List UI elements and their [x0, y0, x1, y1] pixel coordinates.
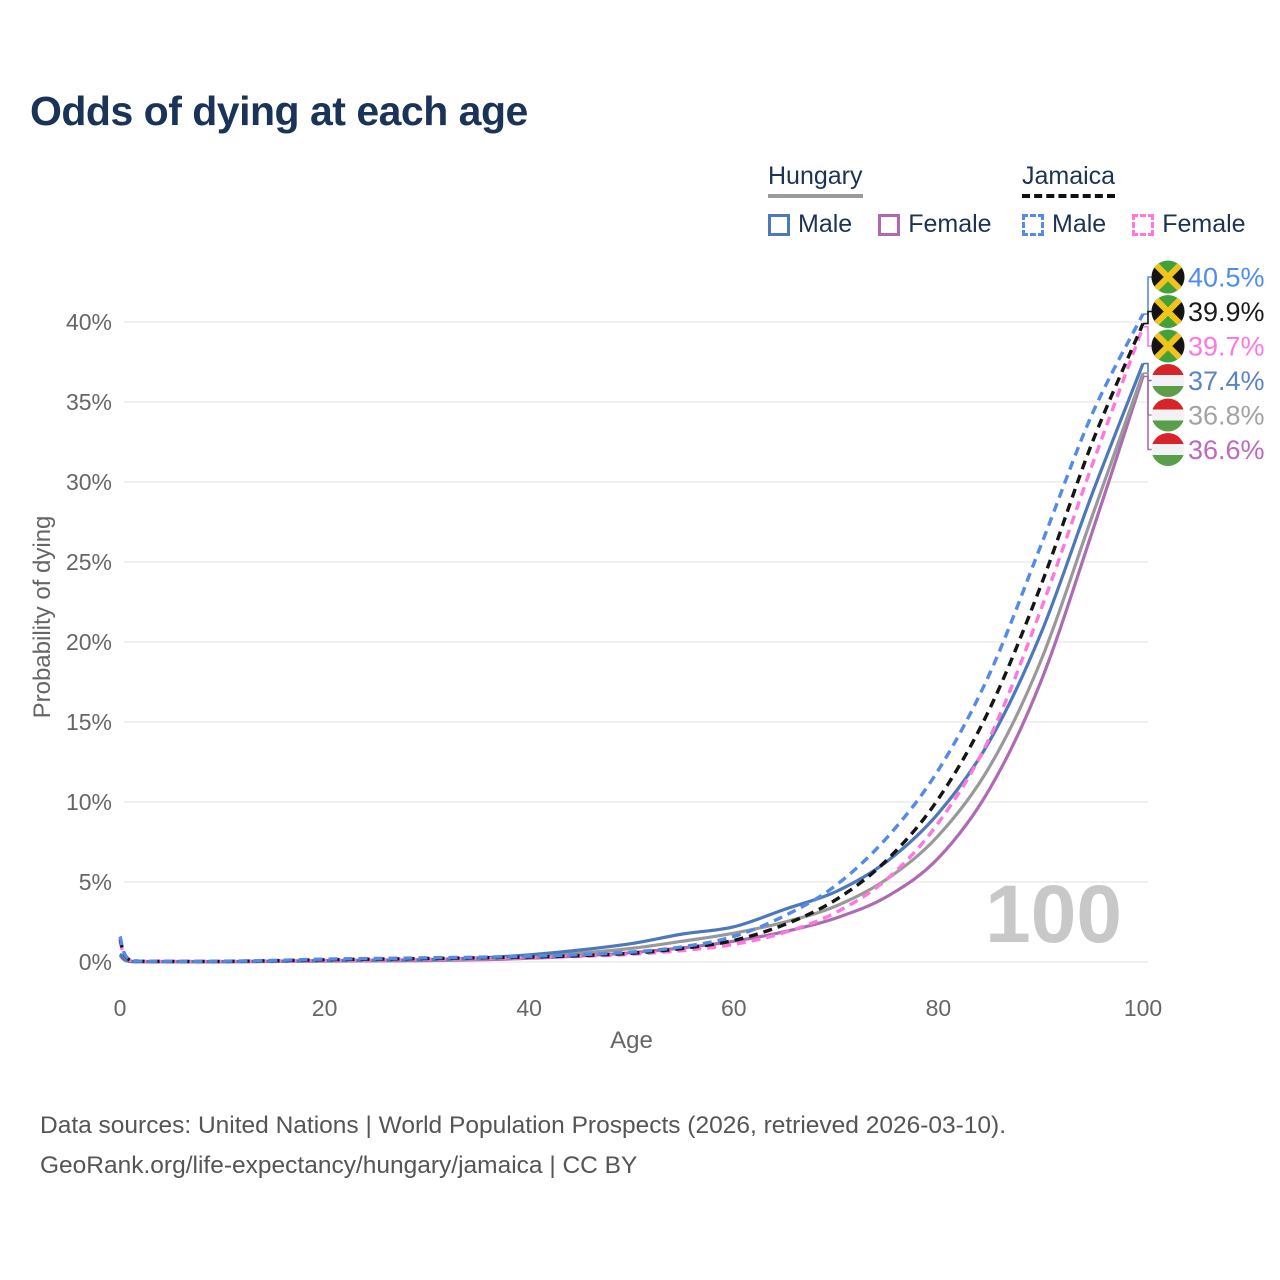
jamaica-flag-icon: [1151, 260, 1185, 294]
jamaica-flag-icon: [1151, 295, 1185, 328]
x-tick-label: 20: [312, 995, 338, 1021]
x-tick-label: 100: [1124, 995, 1162, 1021]
jamaica-male-swatch-icon: [1022, 213, 1044, 236]
legend-item-jamaica-male[interactable]: Male: [1022, 210, 1106, 239]
leader-line: [1143, 362, 1152, 382]
leader-line: [1143, 375, 1152, 451]
end-value-label-jamaica-male: 40.5%: [1188, 263, 1265, 293]
legend-group-hungary: Hungary Male Female: [768, 162, 992, 239]
hungary-flag-icon: [1151, 364, 1185, 397]
end-value-label-jamaica-female: 39.7%: [1188, 332, 1265, 362]
hungary-flag-icon: [1151, 398, 1185, 432]
y-tick-label: 35%: [66, 389, 112, 415]
end-value-label-jamaica: 39.9%: [1188, 297, 1265, 327]
data-sources-text: Data sources: United Nations | World Pop…: [40, 1112, 1007, 1139]
x-axis-title: Age: [610, 1027, 653, 1054]
x-tick-label: 60: [721, 995, 747, 1021]
legend-header-jamaica[interactable]: Jamaica: [1022, 162, 1116, 198]
age-counter-watermark: 100: [985, 869, 1122, 960]
jamaica-flag-icon: [1151, 329, 1185, 363]
leader-line: [1143, 326, 1152, 347]
x-tick-label: 0: [114, 995, 127, 1021]
hungary-male-swatch-icon: [768, 213, 790, 236]
y-tick-label: 0%: [79, 949, 112, 975]
y-tick-label: 5%: [79, 869, 112, 895]
legend-item-hungary-female[interactable]: Female: [878, 210, 992, 239]
legend-item-hungary-male[interactable]: Male: [768, 210, 852, 239]
legend-item-label: Male: [798, 210, 853, 238]
y-tick-label: 25%: [66, 549, 112, 575]
end-value-label-hungary: 36.8%: [1188, 401, 1265, 431]
jamaica-female-swatch-icon: [1132, 213, 1155, 236]
attribution-text: GeoRank.org/life-expectancy/hungary/jama…: [40, 1152, 638, 1179]
end-value-label-hungary-male: 37.4%: [1188, 366, 1265, 396]
x-tick-label: 40: [516, 995, 542, 1021]
x-tick-label: 80: [926, 995, 952, 1021]
legend-header-hungary[interactable]: Hungary: [768, 162, 863, 198]
legend-item-label: Male: [1052, 210, 1107, 238]
y-tick-label: 30%: [66, 469, 112, 495]
hungary-flag-icon: [1151, 433, 1185, 466]
hungary-female-swatch-icon: [878, 213, 901, 236]
y-axis-title: Probability of dying: [29, 516, 56, 719]
series-line-jamaica-male[interactable]: [118, 313, 1145, 964]
legend-group-jamaica: Jamaica Male Female: [1022, 162, 1246, 239]
series-line-jamaica-female[interactable]: [118, 326, 1145, 964]
page-title: Odds of dying at each age: [30, 88, 528, 134]
footer: Data sources: United Nations | World Pop…: [40, 1106, 1240, 1186]
end-value-label-hungary-female: 36.6%: [1188, 435, 1265, 465]
y-tick-label: 10%: [66, 789, 112, 815]
y-tick-label: 20%: [66, 629, 112, 655]
legend-item-jamaica-female[interactable]: Female: [1132, 210, 1246, 239]
legend-item-label: Female: [1162, 210, 1246, 238]
y-tick-label: 40%: [66, 309, 112, 335]
leader-line: [1143, 310, 1152, 325]
leader-line: [1143, 276, 1152, 315]
legend-item-label: Female: [908, 210, 992, 238]
y-tick-label: 15%: [66, 709, 112, 735]
